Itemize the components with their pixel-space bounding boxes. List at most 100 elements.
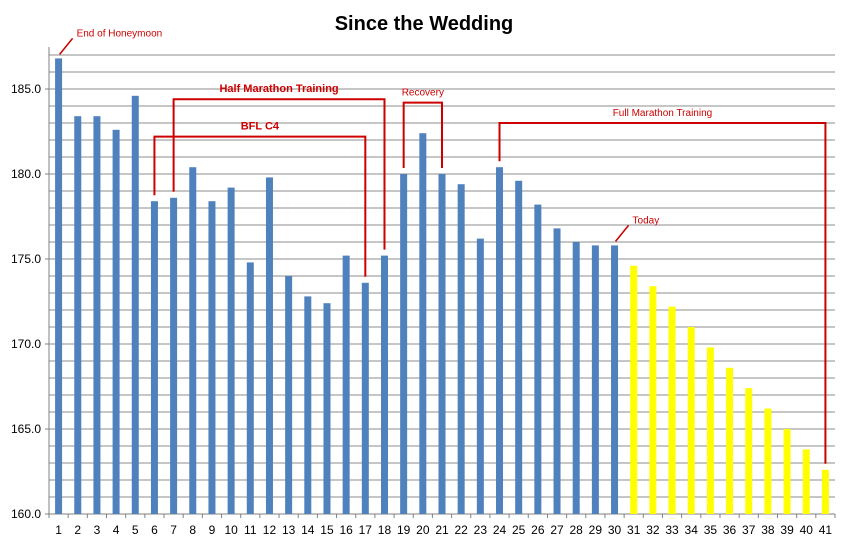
- x-tick-label: 35: [704, 523, 718, 537]
- bar: [150, 201, 158, 514]
- x-tick-label: 26: [531, 523, 545, 537]
- bar: [170, 197, 178, 515]
- annotation-leader: [614, 224, 630, 242]
- y-tick-label: 180.0: [11, 167, 41, 181]
- bar: [611, 245, 619, 514]
- bar: [649, 286, 657, 514]
- bar: [438, 174, 446, 514]
- x-tick-label: 18: [378, 523, 392, 537]
- annotation-bracket: [153, 135, 367, 277]
- bar: [515, 180, 523, 515]
- x-tick-label: 34: [685, 523, 699, 537]
- x-tick-label: 15: [320, 523, 334, 537]
- bar: [553, 228, 561, 514]
- bar: [457, 184, 465, 514]
- bar: [687, 327, 695, 514]
- annotation-label: End of Honeymoon: [77, 28, 163, 39]
- x-tick-label: 10: [224, 523, 238, 537]
- x-tick-label: 7: [170, 523, 177, 537]
- y-tick-label: 175.0: [11, 252, 41, 266]
- y-tick-label: 160.0: [11, 507, 41, 521]
- bar: [55, 58, 63, 515]
- x-tick-label: 24: [493, 523, 507, 537]
- bar: [476, 238, 484, 514]
- y-tick-label: 165.0: [11, 422, 41, 436]
- x-tick-label: 21: [435, 523, 449, 537]
- x-tick-label: 29: [589, 523, 603, 537]
- x-tick-label: 30: [608, 523, 622, 537]
- x-tick-label: 11: [244, 523, 257, 537]
- x-tick-label: 39: [780, 523, 794, 537]
- x-tick-label: 22: [454, 523, 468, 537]
- bar: [227, 187, 235, 514]
- bars: [55, 58, 829, 515]
- bar: [706, 347, 714, 514]
- x-tick-label: 32: [646, 523, 660, 537]
- bar: [131, 95, 139, 515]
- annotation-bracket: [172, 98, 386, 250]
- bar: [380, 255, 388, 514]
- annotation-label: Recovery: [402, 88, 444, 99]
- x-tick-label: 31: [627, 523, 641, 537]
- x-tick-label: 17: [359, 523, 373, 537]
- y-tick-label: 170.0: [11, 337, 41, 351]
- x-tick-label: 25: [512, 523, 526, 537]
- x-tick-label: 19: [397, 523, 411, 537]
- annotation-label: Today: [633, 215, 660, 226]
- bar: [93, 116, 101, 514]
- bar: [74, 116, 82, 514]
- x-tick-label: 36: [723, 523, 737, 537]
- bar: [208, 201, 216, 514]
- bar: [400, 174, 408, 514]
- x-tick-label: 16: [339, 523, 353, 537]
- x-tick-label: 33: [665, 523, 679, 537]
- x-tick-label: 9: [209, 523, 216, 537]
- bar: [419, 133, 427, 514]
- bar: [304, 296, 312, 514]
- bar: [112, 129, 120, 515]
- bar: [726, 367, 734, 514]
- annotation-bracket: [402, 101, 443, 168]
- x-tick-label: 41: [819, 523, 833, 537]
- x-tick-label: 20: [416, 523, 430, 537]
- bar: [764, 408, 772, 514]
- annotation-bracket: [498, 122, 827, 464]
- x-tick-label: 6: [151, 523, 158, 537]
- x-tick-label: 8: [189, 523, 196, 537]
- bar: [189, 167, 197, 514]
- annotation-label: Full Marathon Training: [613, 108, 713, 119]
- bar: [668, 306, 676, 514]
- bar: [323, 303, 331, 514]
- chart-title: Since the Wedding: [335, 13, 514, 35]
- x-tick-label: 28: [570, 523, 584, 537]
- bar: [361, 282, 369, 514]
- x-tick-label: 14: [301, 523, 315, 537]
- x-tick-label: 2: [74, 523, 81, 537]
- y-tick-label: 185.0: [11, 82, 41, 96]
- bar: [285, 276, 293, 514]
- annotations: End of Honeymoon Half Marathon Training BF…: [59, 28, 827, 464]
- bar: [745, 388, 753, 514]
- bar: [246, 262, 254, 514]
- bar: [802, 449, 810, 514]
- x-tick-label: 38: [761, 523, 775, 537]
- bar: [496, 167, 504, 514]
- x-tick-label: 37: [742, 523, 756, 537]
- bar: [821, 469, 829, 514]
- bar: [342, 255, 350, 514]
- x-tick-label: 12: [263, 523, 277, 537]
- x-tick-label: 27: [550, 523, 564, 537]
- bar: [534, 204, 542, 514]
- annotation-leader: [59, 37, 74, 55]
- annotation-label: BFL C4: [241, 121, 280, 133]
- x-tick-label: 23: [474, 523, 488, 537]
- x-tick-label: 13: [282, 523, 296, 537]
- bar: [265, 177, 273, 514]
- x-tick-label: 4: [113, 523, 120, 537]
- x-tick-label: 3: [94, 523, 101, 537]
- bar: [630, 265, 638, 514]
- bar: [783, 429, 791, 514]
- x-tick-label: 1: [55, 523, 62, 537]
